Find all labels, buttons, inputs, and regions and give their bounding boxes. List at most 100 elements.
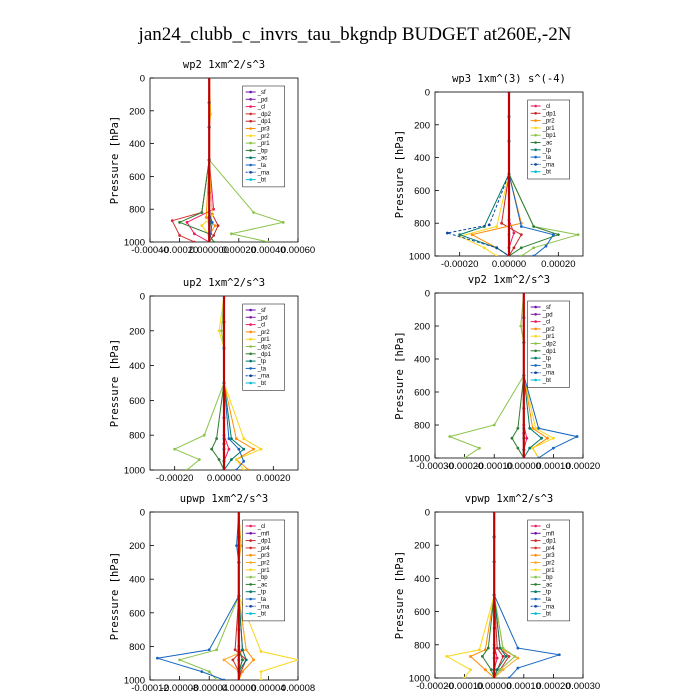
series-line_dp1 <box>501 92 522 256</box>
y-tick-label: 200 <box>129 541 145 552</box>
legend-label: _ac <box>257 582 268 588</box>
data-point_pr1 <box>259 670 263 673</box>
y-axis-label: Pressure [hPa] <box>109 116 121 205</box>
x-tick-label: -0.00020 <box>416 681 454 692</box>
data-point_bp1 <box>576 233 580 237</box>
y-tick-label: 0 <box>140 292 145 303</box>
legend-label: _ma <box>542 604 555 610</box>
y-axis-label: Pressure [hPa] <box>394 331 406 420</box>
data-point_pr2 <box>546 436 549 440</box>
data-point_pr2 <box>247 468 251 470</box>
data-point_pr4 <box>507 655 511 658</box>
data-point_tp <box>244 658 248 662</box>
series-line_bp <box>178 512 240 680</box>
panel-title: vp2 1xm^2/s^3 <box>468 274 550 286</box>
data-point_cl <box>227 447 231 451</box>
legend-marker_dp1 <box>249 119 252 123</box>
data-point_dp2 <box>193 240 196 242</box>
panel-title: wp2 1xm^2/s^3 <box>183 59 265 71</box>
data-point_ac <box>532 225 536 228</box>
y-tick-label: 600 <box>414 388 430 399</box>
legend-marker_dp1 <box>534 539 537 542</box>
data-point_dp1 <box>516 426 520 430</box>
data-point_tp <box>528 426 532 430</box>
legend-label: _dp1 <box>257 119 272 125</box>
data-point_pr1 <box>281 220 285 224</box>
legend-marker_dp1 <box>249 539 252 542</box>
legend-label: _tp <box>257 590 267 596</box>
legend-label: _dp1 <box>257 539 272 545</box>
y-tick-label: 200 <box>129 106 145 117</box>
y-tick-label: 200 <box>414 120 430 131</box>
data-point_dp1 <box>233 648 237 652</box>
y-tick-label: 200 <box>414 541 430 552</box>
legend-marker_bp <box>249 575 252 579</box>
data-point_ta <box>516 666 520 670</box>
legend-label: _cl <box>257 524 266 530</box>
y-tick-label: 600 <box>414 607 430 618</box>
data-point_pr3 <box>469 655 472 658</box>
data-point_pr1 <box>259 447 263 451</box>
x-tick-label: 0.00020 <box>256 473 290 484</box>
data-point_ta <box>222 678 226 680</box>
x-tick-label: 0.00040 <box>251 245 285 256</box>
legend-marker_cl <box>534 320 537 323</box>
data-point_pr1 <box>217 329 221 333</box>
legend-marker_pd <box>249 316 252 319</box>
data-point_dp1 <box>500 221 503 225</box>
legend-marker_ma <box>249 374 252 378</box>
legend-label: _tp <box>542 356 552 362</box>
legend-marker_ta <box>249 367 252 370</box>
data-point_ta <box>234 468 238 470</box>
y-tick-label: 1000 <box>124 676 145 687</box>
series-group <box>156 512 298 680</box>
legend-marker_pr1 <box>534 568 537 572</box>
data-point_pr1 <box>534 426 538 430</box>
legend-marker_ac <box>249 156 252 159</box>
data-point_tp <box>540 436 543 440</box>
x-tick-label: -0.00004 <box>190 683 228 694</box>
data-point_dp1 <box>215 437 219 441</box>
legend-label: _bt <box>542 378 552 384</box>
legend-marker_pr1 <box>249 568 252 572</box>
legend-marker_sf <box>249 90 252 94</box>
y-tick-label: 800 <box>414 219 430 230</box>
data-point_pr2 <box>244 648 248 652</box>
legend-label: _ta <box>257 163 267 169</box>
series-line_dp2 <box>448 293 525 458</box>
y-tick-label: 600 <box>129 396 145 407</box>
legend-marker_pr2 <box>249 561 252 564</box>
series-line_pr1 <box>445 512 495 678</box>
x-tick-label: -0.00040 <box>131 245 169 256</box>
data-point_tp <box>241 648 244 652</box>
legend-label: _cl <box>542 320 551 326</box>
data-point_ta <box>200 670 204 673</box>
y-axis-label: Pressure [hPa] <box>394 130 406 219</box>
legend-label: _pr2 <box>542 119 556 125</box>
legend-marker_ma <box>534 605 537 608</box>
legend-label: _cl <box>542 524 551 530</box>
panel-title: vpwp 1xm^2/s^3 <box>465 493 554 505</box>
legend-label: _bt <box>257 178 267 184</box>
legend-label: _pd <box>542 312 553 318</box>
legend-label: _pr2 <box>542 561 556 567</box>
legend-marker_cl <box>534 104 537 108</box>
y-tick-label: 800 <box>129 205 145 216</box>
legend-marker_pr2 <box>249 330 252 334</box>
panel-2: up2 1xm^2/s^3 0 200 400 600 800 1000 -0.00020 0.… <box>109 277 299 484</box>
data-point_pr1 <box>296 658 298 662</box>
legend-marker_mfl <box>534 532 537 535</box>
legend-marker_pr2 <box>249 134 252 138</box>
legend-marker_dp1 <box>249 352 252 356</box>
y-tick-label: 0 <box>140 74 145 85</box>
data-point_ta <box>552 233 555 237</box>
data-point_bp <box>513 655 517 658</box>
series-group <box>445 92 580 256</box>
legend-label: _mfl <box>257 531 269 537</box>
data-point_ta <box>507 676 511 678</box>
series-group <box>448 293 579 458</box>
legend-marker_ta <box>534 155 537 159</box>
data-point_pr1 <box>234 458 238 461</box>
data-point_bp <box>212 240 216 242</box>
